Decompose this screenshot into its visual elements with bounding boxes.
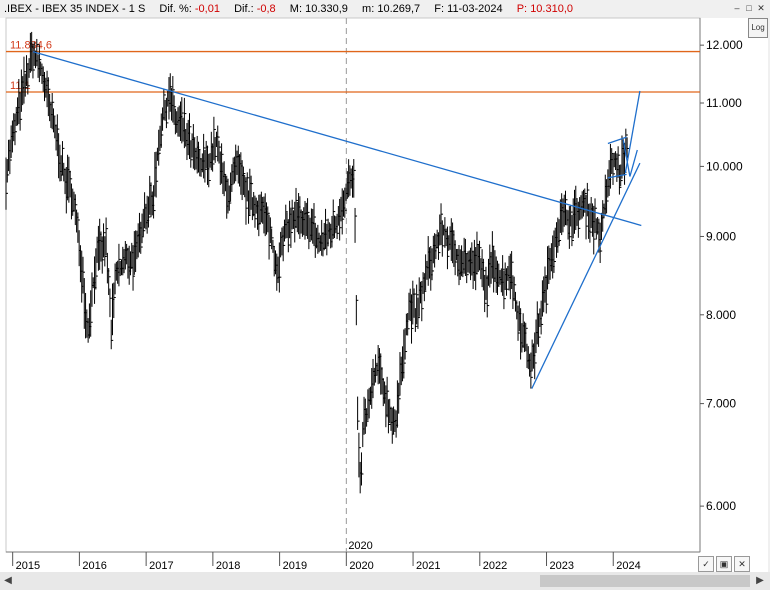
index-name: IBEX 35 INDEX: [41, 3, 119, 15]
close-icon[interactable]: ✕: [757, 3, 765, 13]
x-tick-label: 2021: [416, 560, 440, 572]
dif-pct-value: -0,01: [194, 3, 220, 15]
x-tick-label: 2024: [616, 560, 640, 572]
scroll-left-icon[interactable]: ◀: [4, 575, 12, 586]
price-value: 10.310,0: [530, 3, 574, 15]
trendline: [624, 90, 641, 174]
trendline: [607, 136, 627, 145]
y-tick-label: 11.000: [706, 96, 742, 110]
max-value: 10.330,9: [305, 3, 348, 15]
x-tick-label: 2023: [550, 560, 574, 572]
date-value: 11-03-2024: [447, 3, 503, 15]
maximize-icon[interactable]: □: [746, 3, 752, 13]
scroll-right-icon[interactable]: ▶: [756, 575, 764, 586]
min-label: m:: [362, 3, 375, 15]
trendline: [531, 162, 641, 389]
y-tick-label: 6.000: [706, 499, 736, 513]
price-label: P:: [516, 3, 528, 15]
x-tick-label: 2022: [483, 560, 507, 572]
x-tick-label: 2017: [149, 560, 173, 572]
x-tick-label: 2020: [349, 560, 373, 572]
dif-pct-label: Dif. %:: [159, 3, 192, 15]
resistance-label: 11.884,6: [10, 40, 52, 52]
delete-icon[interactable]: ✕: [734, 556, 750, 572]
y-tick-label: 8.000: [706, 308, 736, 322]
log-scale-button[interactable]: Log: [748, 18, 768, 38]
window-controls: – □ ✕: [732, 3, 766, 13]
max-label: M:: [289, 3, 303, 15]
trendline: [622, 140, 638, 177]
scrollbar-thumb[interactable]: [540, 575, 750, 587]
symbol-text: .IBEX: [4, 3, 33, 15]
x-tick-label: 2018: [216, 560, 240, 572]
y-tick-label: 12.000: [706, 38, 743, 52]
date-label: F:: [434, 3, 445, 15]
y-tick-label: 9.000: [706, 229, 736, 243]
price-bars: [5, 31, 630, 494]
horizontal-scrollbar[interactable]: ◀ ▶: [0, 572, 770, 590]
save-icon[interactable]: ▣: [716, 556, 732, 572]
trendline: [32, 50, 642, 227]
event-marker-label: 2020: [348, 540, 372, 552]
dif-label: Dif.:: [234, 3, 254, 15]
x-tick-label: 2019: [283, 560, 307, 572]
min-value: 10.269,7: [377, 3, 421, 15]
quote-header: .IBEX - IBEX 35 INDEX - 1 S Dif. %: -0,0…: [4, 3, 574, 15]
minimize-icon[interactable]: –: [734, 3, 740, 13]
y-tick-label: 7.000: [706, 397, 736, 411]
y-tick-label: 10.000: [706, 159, 743, 173]
x-tick-label: 2016: [82, 560, 106, 572]
trendline: [607, 173, 627, 179]
plot-area: [5, 17, 701, 553]
checkmark-icon[interactable]: ✓: [698, 556, 714, 572]
x-tick-label: 2015: [16, 560, 40, 572]
period-text: 1 S: [128, 3, 146, 15]
dif-value: -0,8: [256, 3, 276, 15]
